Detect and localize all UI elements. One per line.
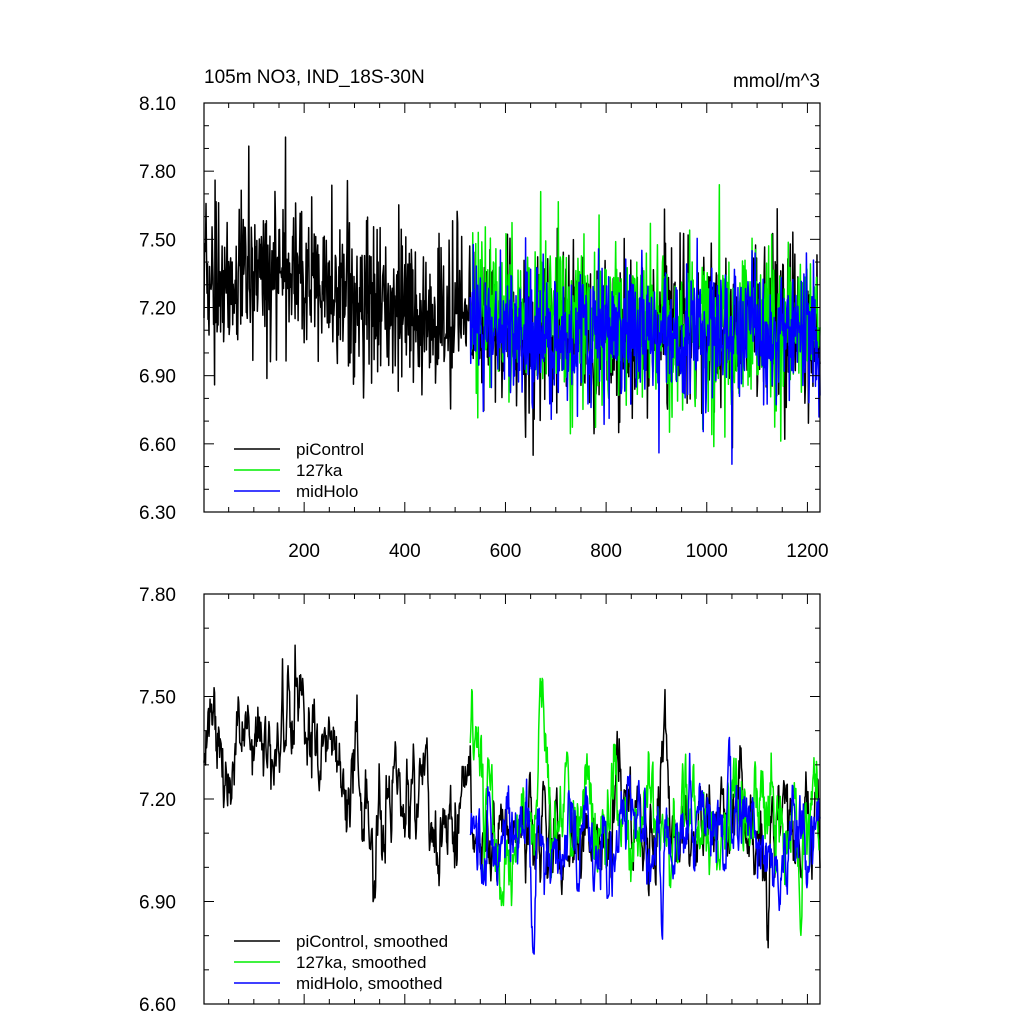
y-tick-label: 7.50 (139, 688, 176, 709)
series-line-midholo-smoothed (469, 736, 821, 955)
x-tick-label: 200 (288, 541, 320, 562)
units-label: mmol/m^3 (733, 71, 820, 92)
legend-label: midHolo, smoothed (296, 974, 442, 993)
legend-label: 127ka (296, 461, 343, 480)
x-tick-label: 1200 (786, 541, 828, 562)
x-tick-label: 800 (590, 541, 622, 562)
y-tick-label: 6.60 (139, 435, 176, 456)
top-panel: 6.30 6.60 6.90 7.20 7.50 7.80 8.10 200 400 600 800… (139, 94, 829, 562)
chart-title: 105m NO3, IND_18S-30N (204, 67, 425, 88)
y-tick-label: 7.80 (139, 585, 176, 606)
x-tick-label: 1000 (686, 541, 728, 562)
legend-label: midHolo (296, 482, 358, 501)
legend-label: piControl (296, 440, 364, 459)
y-tick-label: 6.30 (139, 503, 176, 524)
series-line-127ka (469, 184, 821, 448)
series-line-midholo (469, 237, 821, 466)
y-tick-label: 7.20 (139, 299, 176, 320)
y-tick-label: 6.60 (139, 995, 176, 1016)
y-tick-label: 7.20 (139, 790, 176, 811)
y-tick-label: 8.10 (139, 94, 176, 115)
y-tick-label: 6.90 (139, 893, 176, 914)
y-tick-label: 7.80 (139, 162, 176, 183)
y-tick-label: 6.90 (139, 367, 176, 388)
x-tick-label: 400 (389, 541, 421, 562)
legend-label: 127ka, smoothed (296, 953, 426, 972)
bottom-panel: 6.60 6.90 7.20 7.50 7.80 piControl, smoothed 1… (139, 585, 821, 1016)
legend-label: piControl, smoothed (296, 932, 448, 951)
x-tick-label: 600 (490, 541, 522, 562)
y-tick-label: 7.50 (139, 230, 176, 251)
